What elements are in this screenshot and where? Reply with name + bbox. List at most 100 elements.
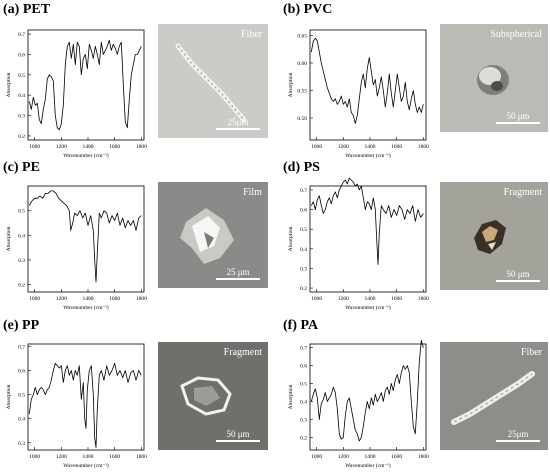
scale-label: 25μm — [507, 429, 529, 439]
fragment-particle-icon — [180, 376, 232, 416]
spectrum-chart-pp: 1000 1200 1400 1600 1800 0.3 0.4 0.5 0.6 0.7 Waven… — [6, 343, 147, 469]
plot-frame — [309, 185, 427, 293]
y-axis-label: Absorption — [288, 226, 294, 251]
y-tick-label: 0.2 — [300, 286, 307, 292]
y-axis-label: Absorption — [288, 72, 294, 97]
scale-bar: 50 μm — [496, 269, 540, 282]
y-tick-label: 0.5 — [18, 73, 25, 79]
y-axis-label: Absorption — [6, 226, 12, 251]
panel-title: (d) PS — [283, 160, 320, 175]
x-tick-label: 1200 — [56, 454, 67, 460]
micrograph-pp: Fragment 50 μm — [158, 342, 268, 450]
x-tick-label: 1400 — [365, 454, 376, 460]
x-tick-label: 1800 — [136, 454, 147, 460]
micrograph-pvc: Subspherical 50 μm — [440, 24, 548, 132]
y-axis-label: Absorption — [6, 72, 12, 97]
x-tick-label: 1200 — [338, 454, 349, 460]
panel-title: (c) PE — [3, 160, 40, 175]
x-axis-label: Wavenumber (cm⁻¹) — [63, 304, 109, 311]
panel-title: (b) PVC — [283, 2, 333, 17]
scale-label: 50 μm — [506, 269, 530, 279]
x-tick-label: 1200 — [338, 144, 349, 150]
x-tick-label: 1800 — [136, 144, 147, 150]
fragment-particle-icon — [474, 220, 506, 254]
x-tick-label: 1000 — [311, 454, 322, 460]
micrograph-pe: Film 25 μm — [158, 182, 268, 288]
spectrum-line — [310, 37, 424, 124]
y-tick-label: 0.4 — [18, 93, 25, 99]
y-tick-label: 0.65 — [297, 34, 307, 40]
y-tick-label: 0.50 — [297, 116, 307, 122]
micrograph-pa: Fiber 25μm — [440, 342, 548, 450]
fiber-particle-icon — [451, 371, 535, 425]
y-tick-label: 0.6 — [18, 369, 25, 375]
scale-line — [216, 128, 260, 130]
y-tick-label: 0.7 — [18, 32, 25, 38]
x-tick-label: 1400 — [83, 454, 94, 460]
x-tick-label: 1000 — [29, 296, 40, 302]
y-tick-label: 0.4 — [18, 417, 25, 423]
morphology-label: Fiber — [520, 347, 542, 358]
y-tick-label: 0.2 — [18, 134, 25, 140]
scale-label: 25 μm — [226, 267, 250, 277]
x-axis-label: Wavenumber (cm⁻¹) — [63, 462, 109, 469]
panel-title: (a) PET — [3, 2, 51, 17]
panel-title: (f) PA — [283, 318, 319, 333]
x-tick-label: 1400 — [83, 144, 94, 150]
x-tick-label: 1800 — [418, 144, 429, 150]
x-tick-label: 1400 — [83, 296, 94, 302]
y-tick-label: 0.3 — [18, 258, 25, 264]
film-particle-icon — [180, 208, 234, 264]
morphology-label: Fiber — [240, 29, 262, 40]
micrograph-pet: Fiber 25μm — [158, 24, 268, 138]
morphology-label: Subspherical — [490, 29, 542, 40]
scale-bar: 25μm — [216, 117, 260, 130]
scale-line — [496, 440, 540, 442]
subspherical-particle-icon — [477, 65, 509, 95]
x-tick-label: 1600 — [109, 454, 120, 460]
y-tick-label: 0.5 — [300, 227, 307, 233]
morphology-label: Film — [243, 187, 262, 198]
x-tick-label: 1600 — [391, 454, 402, 460]
y-tick-label: 0.2 — [18, 283, 25, 289]
micrograph-ps: Fragment 50 μm — [440, 182, 548, 290]
y-tick-label: 0.2 — [300, 435, 307, 441]
x-tick-label: 1800 — [418, 454, 429, 460]
x-axis-label: Wavenumber (cm⁻¹) — [63, 152, 109, 159]
x-tick-label: 1600 — [391, 296, 402, 302]
x-tick-label: 1000 — [29, 454, 40, 460]
scale-line — [496, 122, 540, 124]
y-tick-label: 0.60 — [297, 61, 307, 67]
x-tick-label: 1200 — [56, 296, 67, 302]
x-tick-label: 1000 — [311, 296, 322, 302]
x-tick-label: 1600 — [109, 144, 120, 150]
x-tick-label: 1000 — [29, 144, 40, 150]
x-tick-label: 1200 — [338, 296, 349, 302]
x-tick-label: 1000 — [311, 144, 322, 150]
x-axis-label: Wavenumber (cm⁻¹) — [345, 304, 391, 311]
x-tick-label: 1600 — [109, 296, 120, 302]
fiber-particle-icon — [175, 43, 247, 123]
x-tick-label: 1600 — [391, 144, 402, 150]
spectrum-line — [310, 340, 424, 442]
y-tick-label: 0.4 — [300, 399, 307, 405]
y-tick-label: 0.6 — [300, 364, 307, 370]
scale-bar: 50 μm — [216, 429, 260, 442]
y-tick-label: 0.55 — [297, 89, 307, 95]
spectrum-line — [28, 39, 142, 131]
plot-frame — [309, 29, 427, 141]
spectrum-line — [310, 177, 424, 265]
y-tick-label: 0.4 — [300, 247, 307, 253]
y-tick-label: 0.3 — [18, 114, 25, 120]
y-tick-label: 0.5 — [300, 382, 307, 388]
spectrum-chart-pet: 1000 1200 1400 1600 1800 0.2 0.3 0.4 0.5 0.6 0.7 Wa… — [6, 29, 147, 159]
y-tick-label: 0.7 — [300, 346, 307, 352]
plot-frame — [27, 343, 145, 451]
x-tick-label: 1800 — [136, 296, 147, 302]
morphology-label: Fragment — [223, 347, 262, 358]
plot-frame — [27, 29, 145, 141]
y-tick-label: 0.6 — [300, 208, 307, 214]
y-tick-label: 0.3 — [300, 417, 307, 423]
y-tick-label: 0.6 — [18, 52, 25, 58]
spectrum-chart-ps: 1000 1200 1400 1600 1800 0.2 0.3 0.4 0.5 0.6 0.7 Wa… — [288, 177, 429, 311]
